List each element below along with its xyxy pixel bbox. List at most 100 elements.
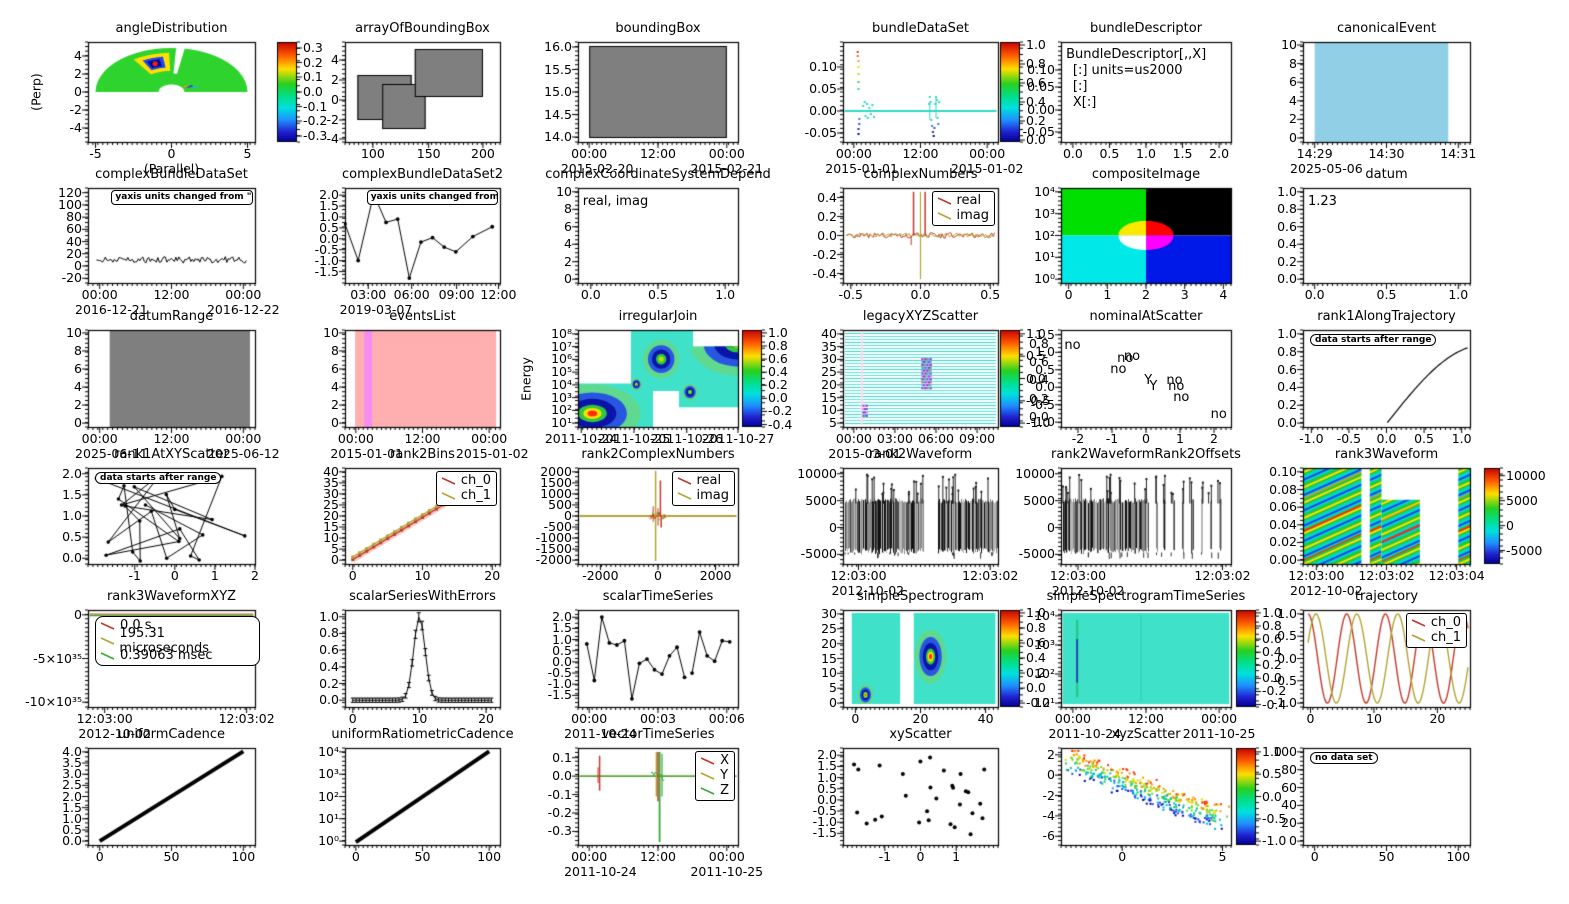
plot-area-complexBundleDataSet[interactable] xyxy=(88,188,255,283)
plot-area-empty[interactable] xyxy=(1303,748,1470,845)
plot-area-legacyXYZScatter[interactable] xyxy=(843,330,998,427)
plot-area-angleDistribution[interactable] xyxy=(88,42,255,142)
plot-area-rank3WaveformXYZ[interactable] xyxy=(88,610,255,707)
y-tick-label: 6 xyxy=(331,360,339,376)
plot-area-rank2ComplexNumbers[interactable] xyxy=(578,468,738,564)
colorbar-tick-label: 0.4 xyxy=(768,364,788,380)
y-tick-label: 60 xyxy=(66,221,82,237)
plot-area-vectorTimeSeries[interactable] xyxy=(578,748,738,845)
x-tick-label: 50 xyxy=(1378,849,1395,864)
y-tick-label: 10 xyxy=(323,530,339,546)
plot-area-irregularJoin[interactable] xyxy=(578,330,738,427)
y-tick-label: 0.0 xyxy=(62,833,82,849)
y-tick-label: 20 xyxy=(821,376,837,392)
plot-area-simpleSpectrogram[interactable] xyxy=(843,610,998,707)
plot-area-rank2WaveformRank2Offsets[interactable] xyxy=(1061,468,1231,564)
plot-area-simpleSpectrogramTimeSeries[interactable] xyxy=(1061,610,1231,707)
plot-area-uniformRatiometricCadence[interactable] xyxy=(345,748,500,845)
annotation-badge: no data set xyxy=(1310,752,1378,764)
x-tick-label: 03:00 xyxy=(876,431,913,446)
legend-item-label: ch_0 xyxy=(1430,615,1461,630)
plot-area-canonicalEvent[interactable] xyxy=(1303,42,1470,142)
legend-item-label: Y xyxy=(720,768,729,783)
y-tick-label: 10⁷ xyxy=(551,338,572,354)
plot-area-rank2Bins[interactable] xyxy=(345,468,500,564)
plot-area-nominalAtScatter[interactable] xyxy=(1061,330,1231,427)
plot-title-trajectory: trajectory xyxy=(1354,589,1419,604)
x-tick-label: 00:00 xyxy=(337,431,374,446)
plot-area-xyzScatter[interactable] xyxy=(1061,748,1231,845)
plot-area-complexNumbers[interactable] xyxy=(843,188,998,283)
y-tick-label: 0 xyxy=(1289,833,1297,849)
y-tick-label: -4 xyxy=(69,120,82,135)
y-tick-label: 15 xyxy=(821,650,837,666)
plot-area-bundleDescriptor[interactable] xyxy=(1061,42,1231,142)
y-tick-label: 0.00 xyxy=(1027,102,1055,117)
plot-area-scalarTimeSeries[interactable] xyxy=(578,610,738,707)
plot-area-rank3Waveform[interactable] xyxy=(1303,468,1470,564)
plot-area-arrayOfBoundingBox[interactable] xyxy=(345,42,500,142)
plot-area-complexCoordinateSystemDepend[interactable] xyxy=(578,188,738,283)
plot-inner-text: no xyxy=(1210,406,1227,422)
y-tick-label: 0.04 xyxy=(1269,516,1297,532)
y-tick-label: 0.2 xyxy=(319,675,339,691)
plot-inner-text: [:] units=us2000 xyxy=(1072,63,1183,78)
plot-area-datumRange[interactable] xyxy=(88,330,255,427)
plot-area-rank2Waveform[interactable] xyxy=(843,468,998,564)
plot-area-eventsList[interactable] xyxy=(345,330,500,427)
plot-area-datum[interactable] xyxy=(1303,188,1470,283)
y-tick-label: 0.6 xyxy=(1277,361,1297,377)
y-tick-label: 14.5 xyxy=(544,106,572,122)
y-tick-label: 0.0 xyxy=(1277,271,1297,287)
x-tick-label: 0 xyxy=(95,849,104,864)
x-tick-label: 0.0 xyxy=(580,287,601,302)
y-tick-label: 25 xyxy=(821,620,837,636)
x-tick-label: 12:03:02 xyxy=(218,711,275,726)
series-line-icon xyxy=(1411,619,1426,627)
plot-area-xyScatter[interactable] xyxy=(843,748,998,845)
colorbar-tick-label: 0.2 xyxy=(1262,657,1282,673)
colorbar-tick-label: 10000 xyxy=(1506,467,1546,483)
y-tick-label: -6 xyxy=(1042,828,1055,844)
plot-title-rank2ComplexNumbers: rank2ComplexNumbers xyxy=(581,447,735,462)
x-tick-label: 1 xyxy=(952,849,961,864)
y-tick-label: 80 xyxy=(1281,761,1297,777)
series-line-icon xyxy=(677,477,691,485)
x-tick-label: 1 xyxy=(210,568,219,583)
y-tick-label: 0 xyxy=(829,519,837,535)
legend-item-label: ch_1 xyxy=(460,488,491,503)
x-tick-label: 20 xyxy=(478,711,494,726)
x-axis-label: (Parallel) xyxy=(143,161,200,176)
x-axis-date-label: 2016-12-22 xyxy=(206,302,280,317)
colorbar-tick-label: -0.1 xyxy=(303,98,328,114)
plot-area-bundleDataSet[interactable] xyxy=(843,42,998,142)
plot-area-scalarSeriesWithErrors[interactable] xyxy=(345,610,500,707)
colorbar-tick-label-overlap: 0.8 xyxy=(1029,335,1049,351)
colorbar-tick-label: -0.4 xyxy=(768,416,793,432)
plot-area-compositeImage[interactable] xyxy=(1061,188,1231,283)
y-tick-label: 40 xyxy=(821,325,837,341)
x-tick-label: 00:00 xyxy=(81,431,118,446)
plot-area-trajectory[interactable] xyxy=(1303,610,1470,707)
plot-title-boundingBox: boundingBox xyxy=(615,21,701,36)
plot-area-complexBundleDataSet2[interactable] xyxy=(345,188,500,283)
x-tick-label: 12:03:02 xyxy=(962,568,1019,583)
y-tick-label: 0.05 xyxy=(1027,79,1055,94)
y-tick-label: 0.5 xyxy=(319,219,339,235)
y-tick-label: 2 xyxy=(331,397,339,413)
y-tick-label: -1.5 xyxy=(812,825,837,841)
plot-area-rank1AtXYScatter[interactable] xyxy=(88,468,255,564)
x-tick-label: 06:00 xyxy=(393,287,430,302)
plot-area-uniformCadence[interactable] xyxy=(88,748,255,845)
plot-area-rank1AlongTrajectory[interactable] xyxy=(1303,330,1470,427)
y-tick-label: 5 xyxy=(829,415,837,431)
plot-inner-text: no xyxy=(1064,337,1081,353)
x-tick-label: 0.5 xyxy=(1414,431,1434,446)
legend-item-label: real xyxy=(696,473,722,488)
y-tick-label: 40 xyxy=(1281,797,1297,813)
colorbar-tick-label: -5000 xyxy=(1506,542,1543,558)
plot-area-boundingBox[interactable] xyxy=(578,42,738,142)
y-tick-label: 10³ xyxy=(551,389,572,405)
legend-item-label: ch_1 xyxy=(1430,630,1461,645)
colorbar-tick-label: 0.0 xyxy=(1262,670,1282,686)
